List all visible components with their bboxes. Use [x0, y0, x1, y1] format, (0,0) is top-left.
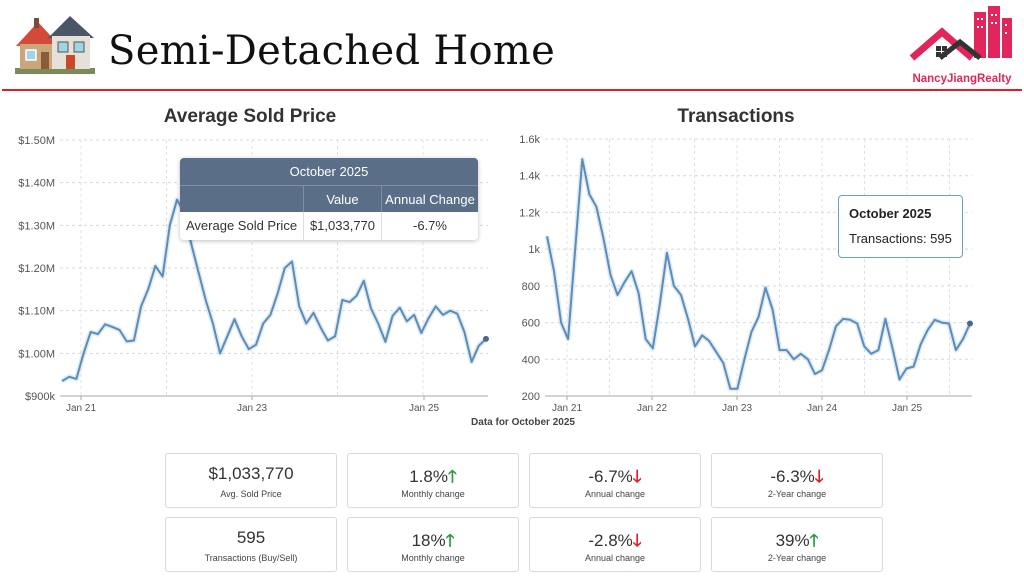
price-tooltip-title: October 2025 — [180, 158, 478, 185]
arrow-up-icon: 🡑 — [447, 467, 457, 486]
transactions-tooltip: October 2025 Transactions: 595 — [838, 195, 963, 258]
tx-y-tick-label: 200 — [522, 391, 540, 403]
stat-card-price-annual: -6.7%🡓 Annual change — [529, 453, 701, 508]
stat-label: Annual change — [584, 553, 646, 563]
stat-card-tx-monthly: 18%🡑 Monthly change — [347, 517, 519, 572]
price-x-tick-label: Jan 21 — [66, 403, 96, 414]
price-tooltip-row-change: -6.7% — [381, 212, 478, 240]
tx-y-tick-label: 1.6k — [519, 134, 540, 146]
price-tooltip-data-row: Average Sold Price $1,033,770 -6.7% — [180, 212, 478, 240]
price-y-tick-label: $1.40M — [18, 178, 55, 190]
stat-label: Avg. Sold Price — [220, 489, 282, 499]
stat-value: 39%🡑 — [775, 531, 819, 550]
transactions-chart-title: Transactions — [677, 106, 795, 127]
price-y-tick-label: $1.20M — [18, 263, 55, 275]
price-tooltip-col-value: Value — [303, 186, 381, 212]
stat-card-price-2year: -6.3%🡓 2-Year change — [711, 453, 883, 508]
stat-card-price-monthly: 1.8%🡑 Monthly change — [347, 453, 519, 508]
stat-label: Monthly change — [401, 489, 465, 499]
stat-label: 2-Year change — [767, 489, 827, 499]
stat-card-avg-price: $1,033,770 Avg. Sold Price — [165, 453, 337, 508]
tx-x-tick-label: Jan 24 — [807, 403, 837, 414]
arrow-down-icon: 🡓 — [632, 531, 642, 550]
brand-logo-icon — [909, 6, 1012, 61]
tx-highlight-point — [967, 320, 973, 327]
tx-y-tick-label: 1k — [528, 244, 540, 256]
tx-y-tick-label: 1.4k — [519, 171, 540, 183]
tx-y-tick-label: 800 — [522, 281, 540, 293]
transactions-tooltip-value: Transactions: 595 — [849, 231, 952, 246]
tx-series-line-shadow — [544, 156, 973, 392]
tx-x-tick-label: Jan 23 — [722, 403, 752, 414]
price-tooltip-row-label: Average Sold Price — [186, 218, 298, 233]
brand-name: NancyJiangRealty — [912, 73, 1012, 85]
stat-value: 18%🡑 — [411, 531, 455, 550]
price-highlight-point — [483, 335, 489, 342]
price-y-tick-label: $1.30M — [18, 220, 55, 232]
price-tooltip: October 2025 Value Annual Change Average… — [180, 158, 478, 240]
stat-value: 1.8%🡑 — [409, 467, 457, 486]
arrow-down-icon: 🡓 — [814, 467, 824, 486]
stat-value: -6.7%🡓 — [588, 467, 642, 486]
house-icon — [15, 16, 95, 74]
stat-label: Annual change — [584, 489, 646, 499]
tx-x-tick-label: Jan 21 — [552, 403, 582, 414]
stat-card-tx-annual: -2.8%🡓 Annual change — [529, 517, 701, 572]
price-tooltip-col-change: Annual Change — [381, 186, 478, 212]
tx-y-tick-label: 1.2k — [519, 207, 540, 219]
arrow-up-icon: 🡑 — [809, 531, 819, 550]
price-chart-title: Average Sold Price — [163, 106, 337, 127]
stat-card-transactions: 595 Transactions (Buy/Sell) — [165, 517, 337, 572]
tx-y-tick-label: 400 — [522, 354, 540, 366]
transactions-tooltip-title: October 2025 — [849, 206, 932, 221]
price-y-tick-label: $1.00M — [18, 348, 55, 360]
stat-label: Transactions (Buy/Sell) — [204, 553, 298, 563]
price-y-tick-label: $900k — [25, 391, 55, 403]
page-title: Semi-Detached Home — [108, 28, 556, 74]
price-y-tick-label: $1.50M — [18, 135, 55, 147]
stat-value: 595 — [236, 528, 266, 547]
tx-x-tick-label: Jan 22 — [637, 403, 667, 414]
data-caption: Data for October 2025 — [471, 417, 575, 428]
price-tooltip-header-blank — [180, 186, 303, 212]
tx-series-line — [546, 158, 971, 390]
price-x-tick-label: Jan 23 — [237, 403, 267, 414]
price-x-tick-label: Jan 25 — [409, 403, 439, 414]
stat-label: Monthly change — [401, 553, 465, 563]
price-tooltip-row-value: $1,033,770 — [303, 212, 381, 240]
stat-value: -2.8%🡓 — [588, 531, 642, 550]
arrow-up-icon: 🡑 — [445, 531, 455, 550]
price-y-tick-label: $1.10M — [18, 306, 55, 318]
stat-value: $1,033,770 — [208, 464, 294, 483]
stat-label: 2-Year change — [767, 553, 827, 563]
stat-value: -6.3%🡓 — [770, 467, 824, 486]
title-divider — [2, 89, 1022, 91]
tx-y-tick-label: 600 — [522, 318, 540, 330]
tx-x-tick-label: Jan 25 — [892, 403, 922, 414]
page-header: Semi-Detached Home NancyJiangRealty — [0, 0, 1024, 92]
stat-card-tx-2year: 39%🡑 2-Year change — [711, 517, 883, 572]
arrow-down-icon: 🡓 — [632, 467, 642, 486]
price-tooltip-header-row: Value Annual Change — [180, 185, 478, 212]
